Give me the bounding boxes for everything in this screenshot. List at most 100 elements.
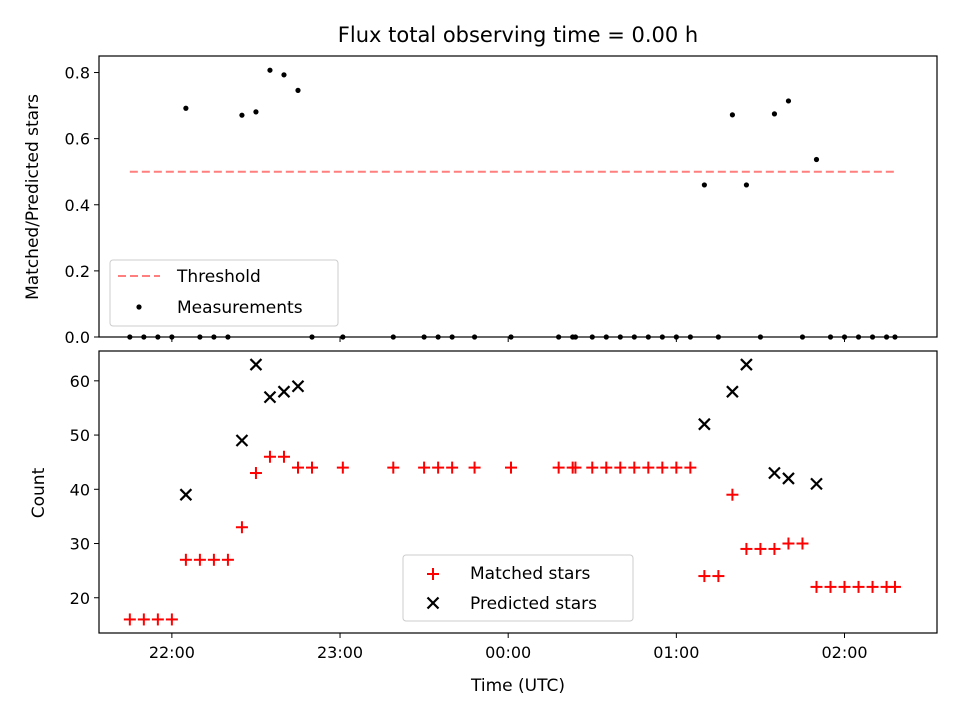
top-y-axis-label: Matched/Predicted stars <box>23 94 43 300</box>
top-panel: 0.00.20.40.60.8 Matched/Predicted stars … <box>23 55 938 347</box>
top-plot-frame <box>98 55 938 338</box>
predicted-star-point <box>768 466 781 480</box>
predicted-star-point <box>235 434 249 447</box>
measurement-point <box>183 105 189 111</box>
predicted-star-point <box>291 379 305 393</box>
measurement-point <box>295 87 301 93</box>
measurement-point <box>701 182 707 188</box>
measurement-point <box>771 111 778 117</box>
matched-star-point <box>642 461 655 474</box>
matched-star-point <box>670 461 683 474</box>
top-y-tick-label: 0.0 <box>65 328 90 347</box>
bottom-legend-box <box>402 554 634 622</box>
top-y-tick-label: 0.8 <box>65 64 90 83</box>
predicted-star-point <box>263 390 277 404</box>
matched-star-point <box>824 580 837 593</box>
bottom-legend: Matched stars Predicted stars <box>402 554 634 622</box>
x-tick-label: 00:00 <box>485 643 531 662</box>
matched-star-point <box>151 613 164 626</box>
predicted-star-point <box>782 472 795 485</box>
measurement-point <box>743 182 750 188</box>
x-axis-label: Time (UTC) <box>470 676 565 696</box>
matched-star-point <box>740 542 753 555</box>
matched-star-point <box>336 461 349 474</box>
matched-star-point <box>698 570 711 583</box>
measurement-point <box>253 109 259 115</box>
matched-star-point <box>468 461 481 474</box>
matched-star-point <box>306 461 319 474</box>
matched-star-point <box>726 488 739 501</box>
matched-star-point <box>586 461 599 474</box>
legend-matched-swatch <box>427 568 439 580</box>
matched-star-point <box>235 521 248 534</box>
matched-star-point <box>446 461 459 474</box>
matched-star-point <box>504 461 517 474</box>
bottom-y-tick-label: 60 <box>70 372 90 391</box>
matched-star-point <box>552 461 565 474</box>
matched-star-point <box>277 450 290 463</box>
bottom-plot-frame <box>98 350 938 634</box>
matched-star-point <box>614 461 627 474</box>
matched-star-point <box>249 467 262 480</box>
bottom-panel: 20 30 40 50 60 22:00 23:00 00:00 01:00 02:00 Coun… <box>29 350 938 696</box>
bottom-y-tick-label: 50 <box>70 426 90 445</box>
matched-star-point <box>432 461 445 474</box>
legend-measurements-label: Measurements <box>177 298 303 318</box>
matched-star-point <box>796 537 809 550</box>
matched-star-point <box>600 461 613 474</box>
top-axis-ticks: 0.0 0.2 0.4 0.6 0.8 <box>65 64 846 347</box>
legend-predicted-label: Predicted stars <box>470 594 597 614</box>
bottom-y-axis-label: Count <box>29 467 49 518</box>
predicted-star-point <box>740 358 753 371</box>
bottom-plot-area <box>123 358 901 626</box>
matched-star-point <box>754 542 767 555</box>
measurement-point <box>267 67 273 73</box>
matched-star-point <box>888 580 901 593</box>
bottom-axis-ticks: 20 30 40 50 60 22:00 23:00 00:00 01:00 02:00 <box>70 372 868 662</box>
bottom-y-tick-label: 30 <box>70 535 90 554</box>
top-legend-box <box>109 259 339 327</box>
predicted-star-point <box>277 385 291 398</box>
matched-star-point <box>387 461 400 474</box>
measurement-point <box>281 72 287 78</box>
top-y-tick-label: 0.4 <box>65 196 90 215</box>
matched-star-point <box>221 553 234 566</box>
legend-predicted-swatch <box>426 596 440 610</box>
matched-star-point <box>263 450 276 463</box>
predicted-star-point <box>810 477 823 491</box>
matched-star-point <box>628 461 641 474</box>
matched-star-point <box>852 580 865 593</box>
matched-star-point <box>418 461 431 474</box>
matched-star-point <box>768 542 781 555</box>
matched-star-point <box>782 537 795 550</box>
matched-star-point <box>193 553 206 566</box>
top-y-tick-label: 0.6 <box>65 130 90 149</box>
measurement-point <box>239 112 245 118</box>
x-tick-label: 01:00 <box>653 643 699 662</box>
matched-star-point <box>866 580 879 593</box>
bottom-y-tick-label: 20 <box>70 589 90 608</box>
bottom-y-tick-label: 40 <box>70 480 90 499</box>
matched-star-point <box>656 461 669 474</box>
x-tick-label: 23:00 <box>317 643 363 662</box>
top-y-tick-label: 0.2 <box>65 262 90 281</box>
legend-threshold-label: Threshold <box>176 267 261 287</box>
legend-matched-label: Matched stars <box>470 564 590 584</box>
predicted-star-point <box>179 488 193 501</box>
matched-star-point <box>291 461 304 474</box>
matched-star-point <box>838 580 851 593</box>
matched-star-point <box>123 613 136 626</box>
top-legend: Threshold Measurements <box>109 259 339 327</box>
matched-star-point <box>684 461 697 474</box>
matched-star-point <box>179 553 192 566</box>
predicted-star-point <box>249 358 263 371</box>
x-tick-label: 22:00 <box>149 643 195 662</box>
predicted-star-point <box>726 385 739 398</box>
x-tick-label: 02:00 <box>821 643 867 662</box>
predicted-star-point <box>698 417 711 431</box>
measurement-point <box>813 156 820 163</box>
chart-title: Flux total observing time = 0.00 h <box>338 23 698 47</box>
measurement-point <box>785 98 792 104</box>
matched-star-point <box>165 613 178 626</box>
